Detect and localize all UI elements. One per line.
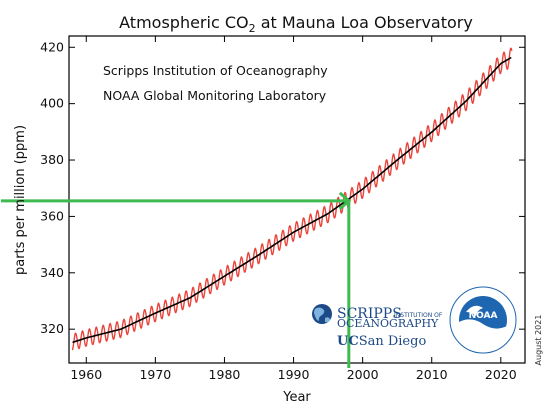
x-tick-label: 1990 [278,367,310,382]
source-scripps: Scripps Institution of Oceanography [103,63,328,78]
noaa-word: NOAA [469,311,498,321]
x-axis-label: Year [282,390,311,405]
x-tick-label: 2000 [347,367,379,382]
y-tick-label: 420 [40,39,64,54]
scripps-word: SCRIPPS [337,306,402,322]
y-tick-label: 400 [40,96,64,111]
y-axis-label: parts per million (ppm) [13,125,28,275]
scripps-oceanography: OCEANOGRAPHY [337,317,439,330]
chart-title-prefix: Atmospheric CO [119,13,248,32]
chart-title-suffix: at Mauna Loa Observatory [256,13,473,32]
x-axis-ticks: 1960 1970 1980 1990 2000 2010 2020 [70,36,517,382]
x-tick-label: 1970 [139,367,171,382]
annotation-arrowhead [338,191,352,211]
source-noaa: NOAA Global Monitoring Laboratory [103,88,327,103]
date-note: August 2021 [534,315,543,366]
noaa-logo: NOAA [449,286,517,354]
trend-co2-series [72,56,512,344]
y-tick-label: 360 [40,208,64,223]
x-tick-label: 1980 [209,367,241,382]
ucsd-wordmark: UCSan Diego [337,334,426,349]
monthly-co2-series [71,47,513,351]
x-tick-label: 2020 [485,367,517,382]
ucsd-uc: UC [337,334,359,349]
annotation-crosshair [1,191,352,368]
scripps-logo: SCRIPPS INSTITUTION OF OCEANOGRAPHY UCSa… [312,304,443,349]
x-tick-label: 2010 [416,367,448,382]
scripps-small: INSTITUTION OF [394,312,443,319]
chart-title: Atmospheric CO2 at Mauna Loa Observatory [119,13,473,35]
y-tick-label: 340 [40,265,64,280]
globe-icon [312,304,332,324]
y-tick-label: 320 [40,321,64,336]
y-tick-label: 380 [40,152,64,167]
chart-title-subscript: 2 [249,22,256,35]
ucsd-name: San Diego [359,334,427,349]
x-tick-label: 1960 [70,367,102,382]
y-axis-ticks: 320 340 360 380 400 420 [40,39,525,336]
